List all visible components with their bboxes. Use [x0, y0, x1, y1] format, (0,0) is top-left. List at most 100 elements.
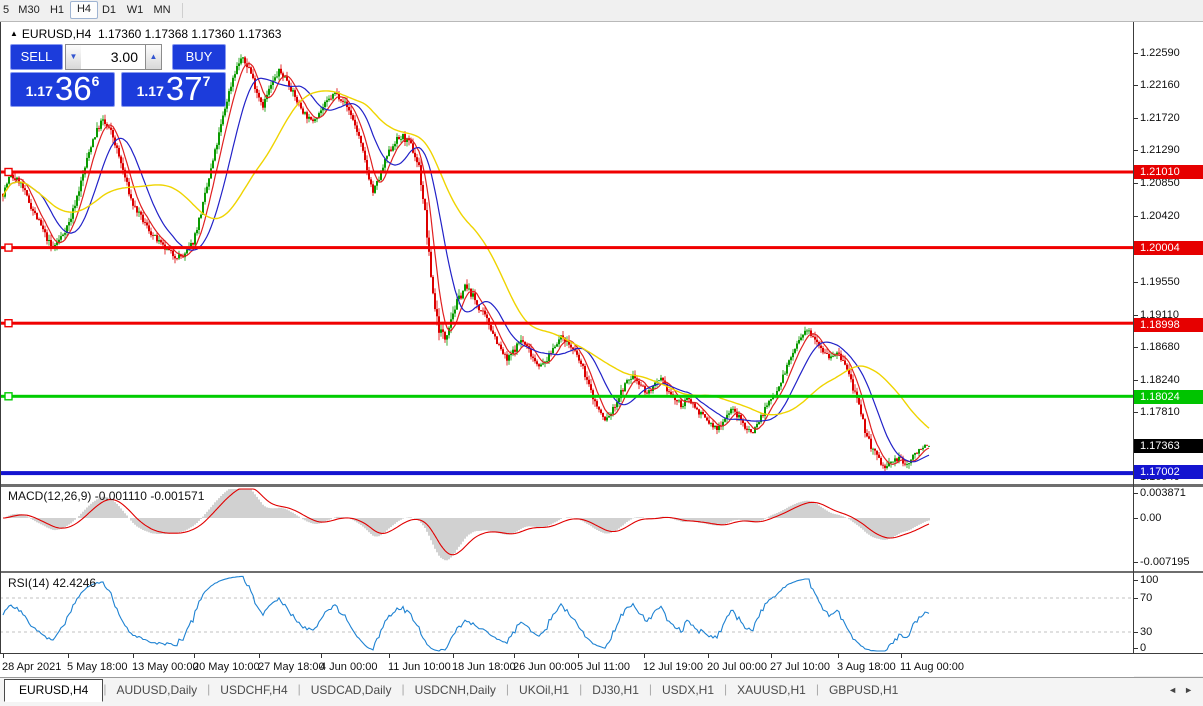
rsi-chart — [0, 573, 1134, 653]
price-axis-label: 1.21720 — [1140, 112, 1180, 124]
sell-button[interactable]: SELL — [10, 44, 63, 70]
price-badge-resistance-1: 1.21010 — [1134, 165, 1203, 179]
tab-scroll-right-icon[interactable]: ► — [1184, 685, 1193, 695]
time-axis-label: 11 Aug 00:00 — [900, 661, 964, 673]
timeframe-h4[interactable]: H4 — [70, 1, 98, 19]
hline-support-green[interactable] — [0, 395, 1134, 398]
time-axis-tick — [708, 654, 709, 658]
hline-resistance-1[interactable] — [0, 171, 1134, 174]
macd-main-value: -0.001110 — [95, 489, 147, 503]
timeframe-mn[interactable]: MN — [150, 2, 174, 18]
chart-ohlc-header: ▲EURUSD,H4 1.17360 1.17368 1.17360 1.173… — [10, 27, 281, 41]
tab-eurusd-h4[interactable]: EURUSD,H4 — [4, 679, 103, 702]
macd-axis-label: -0.007195 — [1140, 556, 1195, 568]
hline-resistance-3[interactable] — [0, 322, 1134, 325]
time-axis-label: 13 May 00:00 — [132, 661, 199, 673]
chart-tab-bar: EURUSD,H4|AUDUSD,Daily|USDCHF,H4|USDCAD,… — [0, 677, 1203, 706]
price-axis-tick — [1134, 53, 1138, 54]
tab-dj30-h1[interactable]: DJ30,H1 — [582, 679, 649, 700]
buy-price-big: 37 — [166, 74, 203, 103]
rsi-axis-label: 30 — [1140, 626, 1152, 638]
rsi-axis-tick — [1134, 648, 1138, 649]
price-badge-last-price: 1.17363 — [1134, 439, 1203, 453]
buy-price-display[interactable]: 1.17 37 7 — [121, 72, 226, 107]
hline-resistance-3-handle[interactable] — [5, 320, 12, 327]
ma-line-7 — [3, 63, 929, 464]
price-badge-resistance-3: 1.18998 — [1134, 318, 1203, 332]
buy-button[interactable]: BUY — [172, 44, 226, 70]
time-axis-label: 27 Jul 10:00 — [770, 661, 830, 673]
rsi-axis-label: 70 — [1140, 592, 1152, 604]
pane-separator[interactable] — [0, 571, 1203, 573]
hline-resistance-2[interactable] — [0, 246, 1134, 249]
tab-ukoil-h1[interactable]: UKOil,H1 — [509, 679, 579, 700]
tab-separator: | — [506, 682, 509, 696]
tab-xauusd-h1[interactable]: XAUUSD,H1 — [727, 679, 816, 700]
volume-decrease-button[interactable]: ▼ — [65, 44, 82, 70]
hline-resistance-2-handle[interactable] — [5, 244, 12, 251]
price-axis-tick — [1134, 315, 1138, 316]
time-axis-label: 5 Jul 11:00 — [577, 661, 630, 673]
timeframe-d1[interactable]: D1 — [98, 2, 120, 18]
price-axis-label: 1.18680 — [1140, 341, 1180, 353]
macd-label: MACD(12,26,9) -0.001110 -0.001571 — [8, 489, 204, 503]
time-axis-tick — [644, 654, 645, 658]
volume-increase-icon: ▲ — [150, 52, 158, 61]
hline-support-green-handle[interactable] — [5, 393, 12, 400]
price-axis-tick — [1134, 347, 1138, 348]
volume-input[interactable] — [81, 44, 146, 70]
timeframe-m30[interactable]: M30 — [14, 2, 44, 18]
tab-gbpusd-h1[interactable]: GBPUSD,H1 — [819, 679, 908, 700]
tab-scroll-left-icon[interactable]: ◄ — [1168, 685, 1177, 695]
candles — [2, 54, 930, 471]
price-axis-label: 1.22590 — [1140, 47, 1180, 59]
volume-increase-button[interactable]: ▲ — [145, 44, 162, 70]
volume-decrease-icon: ▼ — [70, 52, 78, 61]
hline-resistance-1-handle[interactable] — [5, 169, 12, 176]
rsi-pane[interactable] — [0, 573, 1134, 653]
price-axis-label: 1.20420 — [1140, 210, 1180, 222]
price-badge-resistance-2: 1.20004 — [1134, 241, 1203, 255]
macd-axis-tick — [1134, 518, 1138, 519]
rsi-value: 42.4246 — [53, 576, 96, 590]
rsi-axis-label: 100 — [1140, 574, 1158, 586]
toolbar-separator — [182, 3, 183, 18]
rsi-axis-tick — [1134, 632, 1138, 633]
ma-line-18 — [3, 78, 929, 462]
time-axis-tick — [453, 654, 454, 658]
ma-line-50 — [3, 91, 929, 428]
macd-axis-label: 0.00 — [1140, 512, 1200, 524]
tab-usdchf-h4[interactable]: USDCHF,H4 — [210, 679, 297, 700]
time-axis-tick — [68, 654, 69, 658]
tab-usdx-h1[interactable]: USDX,H1 — [652, 679, 724, 700]
rsi-label: RSI(14) 42.4246 — [8, 576, 96, 590]
pane-separator[interactable] — [0, 484, 1203, 487]
tab-separator: | — [816, 682, 819, 696]
time-axis-tick — [514, 654, 515, 658]
price-badge-support-blue: 1.17002 — [1134, 465, 1203, 479]
timeframe-h1[interactable]: H1 — [46, 2, 68, 18]
tab-usdcad-daily[interactable]: USDCAD,Daily — [301, 679, 402, 700]
time-axis-tick — [321, 654, 322, 658]
sell-price-display[interactable]: 1.17 36 6 — [10, 72, 115, 107]
sell-price-prefix: 1.17 — [26, 83, 53, 103]
tab-usdcnh-daily[interactable]: USDCNH,Daily — [405, 679, 506, 700]
chart-symbol: EURUSD,H4 — [22, 27, 91, 41]
symbol-arrow-icon: ▲ — [10, 29, 18, 38]
price-axis-tick — [1134, 150, 1138, 151]
tab-separator: | — [207, 682, 210, 696]
macd-name: MACD(12,26,9) — [8, 489, 91, 503]
timeframe-w1[interactable]: W1 — [124, 2, 146, 18]
time-axis-tick — [3, 654, 4, 658]
sell-price-big: 36 — [55, 74, 92, 103]
time-axis-label: 20 Jul 00:00 — [707, 661, 767, 673]
timeframe-5[interactable]: 5 — [0, 2, 12, 18]
hline-support-blue[interactable] — [0, 471, 1134, 475]
tab-separator: | — [649, 682, 652, 696]
tab-audusd-daily[interactable]: AUDUSD,Daily — [106, 679, 207, 700]
price-badge-support-green: 1.18024 — [1134, 390, 1203, 404]
rsi-name: RSI(14) — [8, 576, 49, 590]
time-axis-tick — [194, 654, 195, 658]
